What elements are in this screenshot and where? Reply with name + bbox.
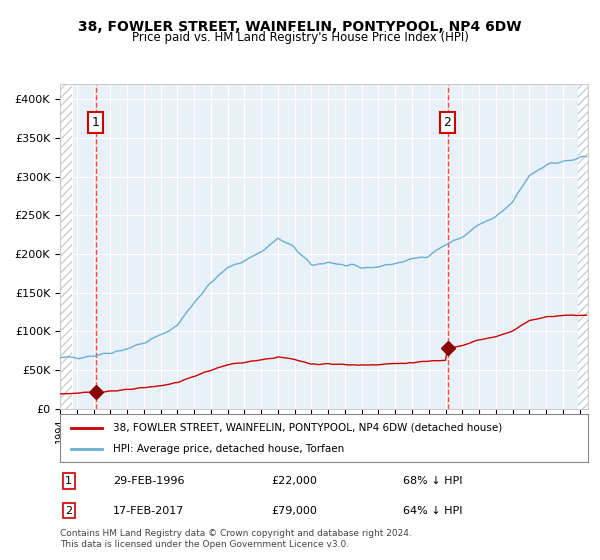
Text: Price paid vs. HM Land Registry's House Price Index (HPI): Price paid vs. HM Land Registry's House … bbox=[131, 31, 469, 44]
Bar bbox=[578, 84, 590, 409]
Text: £79,000: £79,000 bbox=[271, 506, 317, 516]
Text: HPI: Average price, detached house, Torfaen: HPI: Average price, detached house, Torf… bbox=[113, 444, 344, 454]
Text: Contains HM Land Registry data © Crown copyright and database right 2024.
This d: Contains HM Land Registry data © Crown c… bbox=[60, 529, 412, 549]
Text: 17-FEB-2017: 17-FEB-2017 bbox=[113, 506, 184, 516]
Text: 1: 1 bbox=[92, 116, 100, 129]
Text: £22,000: £22,000 bbox=[271, 476, 317, 486]
Text: 38, FOWLER STREET, WAINFELIN, PONTYPOOL, NP4 6DW (detached house): 38, FOWLER STREET, WAINFELIN, PONTYPOOL,… bbox=[113, 423, 502, 433]
Text: 38, FOWLER STREET, WAINFELIN, PONTYPOOL, NP4 6DW: 38, FOWLER STREET, WAINFELIN, PONTYPOOL,… bbox=[78, 20, 522, 34]
Text: 29-FEB-1996: 29-FEB-1996 bbox=[113, 476, 184, 486]
Text: 64% ↓ HPI: 64% ↓ HPI bbox=[403, 506, 463, 516]
Text: 2: 2 bbox=[65, 506, 73, 516]
Text: 68% ↓ HPI: 68% ↓ HPI bbox=[403, 476, 463, 486]
Text: 2: 2 bbox=[443, 116, 451, 129]
Bar bbox=[60, 84, 72, 409]
Text: 1: 1 bbox=[65, 476, 72, 486]
